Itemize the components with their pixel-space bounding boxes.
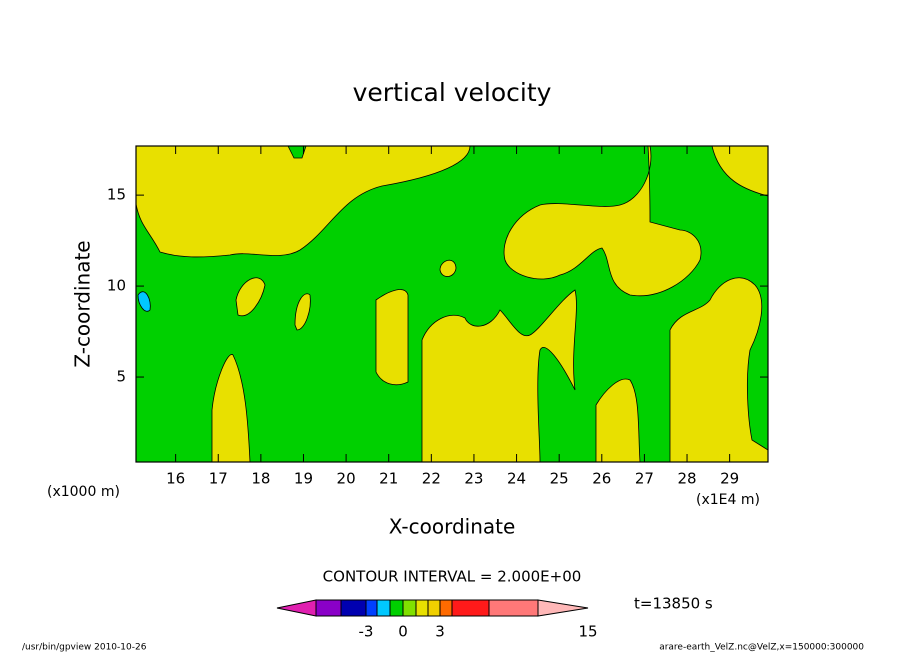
x-tick-label: 24 — [507, 470, 526, 488]
axes: 16 17 18 19 20 21 22 23 24 25 26 27 28 29 5 10 15 — [107, 146, 768, 488]
x-tick-label: 26 — [592, 470, 611, 488]
x-tick-label: 22 — [422, 470, 441, 488]
contour-region — [135, 145, 471, 258]
chart-title: vertical velocity — [353, 78, 552, 107]
colorbar-swatch — [389, 599, 404, 617]
colorbar: -3 0 3 15 — [276, 599, 598, 641]
colorbar-tick-label: 3 — [435, 623, 445, 641]
colorbar-swatch — [376, 599, 391, 617]
contour-region — [503, 145, 702, 297]
contour-region — [439, 259, 457, 277]
contour-field — [135, 145, 769, 463]
x-tick-label: 29 — [720, 470, 739, 488]
time-label: t=13850 s — [634, 595, 713, 613]
x-tick-label: 23 — [464, 470, 483, 488]
x-tick-label: 21 — [379, 470, 398, 488]
colorbar-swatch — [451, 599, 490, 617]
colorbar-tick-label: 15 — [578, 623, 597, 641]
colorbar-swatch — [427, 599, 441, 617]
y-tick-label: 15 — [107, 186, 126, 204]
plot-frame — [135, 145, 769, 463]
contour-interval: CONTOUR INTERVAL = 2.000E+00 — [323, 568, 582, 586]
contour-region — [294, 293, 311, 331]
x-tick-label: 16 — [166, 470, 185, 488]
colorbar-swatch — [365, 599, 378, 617]
contour-region — [235, 277, 266, 317]
colorbar-swatch — [439, 599, 453, 617]
colorbar-tick-label: 0 — [398, 623, 408, 641]
colorbar-swatch — [340, 599, 367, 617]
x-tick-label: 20 — [337, 470, 356, 488]
colorbar-swatch — [537, 599, 589, 617]
footer-right: arare-earth_VelZ.nc@VelZ,x=150000:300000 — [659, 643, 864, 653]
contour-region — [137, 291, 151, 312]
contour-region — [669, 277, 769, 463]
contour-region — [211, 354, 251, 463]
x-unit-right: (x1E4 m) — [696, 492, 760, 508]
x-tick-label: 27 — [635, 470, 654, 488]
y-tick-label: 5 — [116, 368, 126, 386]
y-axis-label: Z-coordinate — [71, 240, 95, 367]
colorbar-swatch — [402, 599, 417, 617]
colorbar-swatch — [415, 599, 429, 617]
contour-region — [375, 289, 409, 386]
colorbar-tick-label: -3 — [359, 623, 374, 641]
footer-left: /usr/bin/gpview 2010-10-26 — [22, 643, 147, 653]
contour-region — [421, 289, 577, 463]
y-tick-label: 10 — [107, 277, 126, 295]
colorbar-swatch — [488, 599, 539, 617]
x-tick-label: 19 — [294, 470, 313, 488]
colorbar-swatch — [315, 599, 342, 617]
x-unit-left: (x1000 m) — [47, 484, 120, 500]
x-tick-label: 28 — [677, 470, 696, 488]
x-tick-label: 17 — [209, 470, 228, 488]
contour-region — [595, 378, 641, 463]
x-tick-label: 25 — [550, 470, 569, 488]
x-tick-label: 18 — [251, 470, 270, 488]
x-axis-label: X-coordinate — [389, 515, 516, 539]
